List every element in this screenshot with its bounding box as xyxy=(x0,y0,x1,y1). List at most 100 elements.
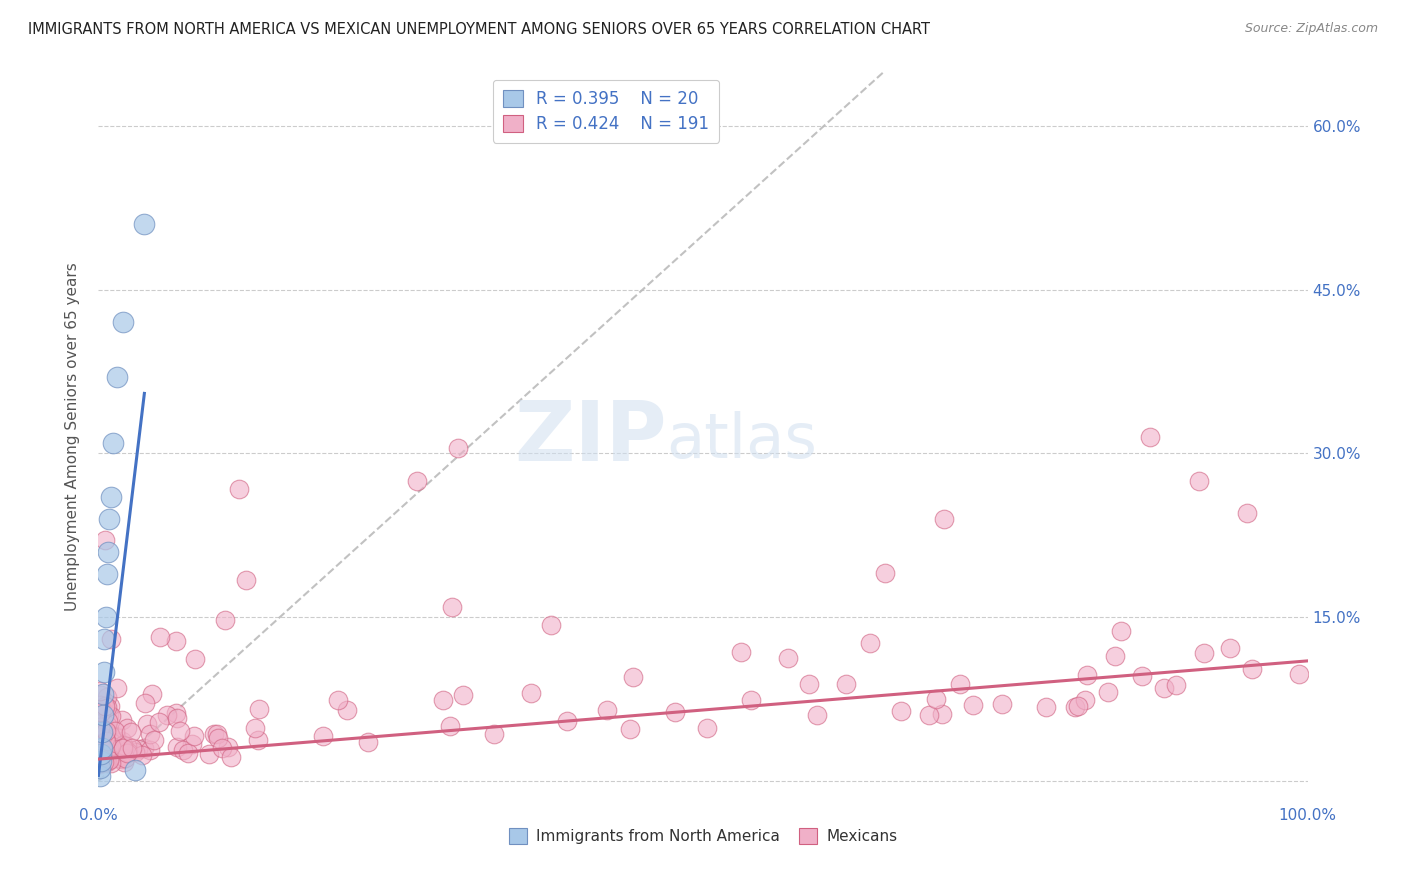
Point xyxy=(101,746,124,760)
Point xyxy=(96,745,118,759)
Point xyxy=(100,699,122,714)
Point xyxy=(100,739,122,754)
Point xyxy=(97,545,120,559)
Point xyxy=(94,533,117,547)
Point xyxy=(931,706,953,721)
Point xyxy=(89,742,111,756)
Point xyxy=(336,703,359,717)
Point xyxy=(228,482,250,496)
Point xyxy=(962,698,984,712)
Point xyxy=(311,729,333,743)
Point xyxy=(169,724,191,739)
Point xyxy=(406,474,429,488)
Point xyxy=(93,632,115,646)
Point xyxy=(90,738,112,752)
Point xyxy=(114,751,136,765)
Point xyxy=(1288,667,1310,681)
Point xyxy=(96,700,118,714)
Point xyxy=(120,725,142,739)
Point xyxy=(111,733,134,747)
Point xyxy=(134,696,156,710)
Point xyxy=(100,749,122,764)
Point xyxy=(112,740,135,755)
Point xyxy=(90,747,112,761)
Point xyxy=(97,714,120,728)
Point xyxy=(91,687,114,701)
Text: atlas: atlas xyxy=(666,410,818,471)
Point xyxy=(100,729,122,743)
Point xyxy=(104,751,127,765)
Point xyxy=(740,693,762,707)
Point xyxy=(89,753,111,767)
Point xyxy=(1139,430,1161,444)
Text: ZIP: ZIP xyxy=(515,397,666,477)
Point xyxy=(96,753,118,767)
Point xyxy=(217,739,239,754)
Point xyxy=(90,734,112,748)
Point xyxy=(96,753,118,767)
Point xyxy=(89,747,111,761)
Point xyxy=(94,710,117,724)
Point xyxy=(89,733,111,747)
Point xyxy=(806,708,828,723)
Point xyxy=(925,691,948,706)
Point xyxy=(89,750,111,764)
Point xyxy=(89,756,111,771)
Point xyxy=(96,690,118,705)
Point xyxy=(91,715,114,730)
Point xyxy=(96,755,118,769)
Point xyxy=(89,715,111,730)
Point xyxy=(184,652,207,666)
Point xyxy=(918,708,941,723)
Point xyxy=(94,721,117,735)
Point xyxy=(873,566,896,580)
Point xyxy=(165,634,187,648)
Point xyxy=(451,689,474,703)
Point xyxy=(166,711,188,725)
Point xyxy=(1192,646,1215,660)
Point xyxy=(89,756,111,770)
Point xyxy=(139,743,162,757)
Point xyxy=(177,746,200,760)
Point xyxy=(91,708,114,723)
Point xyxy=(484,727,506,741)
Point xyxy=(89,756,111,770)
Point xyxy=(89,713,111,727)
Text: IMMIGRANTS FROM NORTH AMERICA VS MEXICAN UNEMPLOYMENT AMONG SENIORS OVER 65 YEAR: IMMIGRANTS FROM NORTH AMERICA VS MEXICAN… xyxy=(28,22,931,37)
Point xyxy=(96,737,118,751)
Point xyxy=(730,645,752,659)
Point xyxy=(89,768,111,782)
Point xyxy=(89,724,111,739)
Point xyxy=(100,632,122,646)
Point xyxy=(595,703,617,717)
Point xyxy=(835,677,858,691)
Point xyxy=(1074,692,1097,706)
Point xyxy=(202,726,225,740)
Point xyxy=(555,714,578,728)
Point xyxy=(93,665,115,679)
Point xyxy=(1035,700,1057,714)
Point xyxy=(90,752,112,766)
Point xyxy=(89,702,111,716)
Point xyxy=(1067,698,1090,713)
Point xyxy=(110,751,132,765)
Point xyxy=(90,730,112,744)
Point xyxy=(89,757,111,772)
Text: Source: ZipAtlas.com: Source: ZipAtlas.com xyxy=(1244,22,1378,36)
Point xyxy=(89,725,111,739)
Point xyxy=(447,442,470,456)
Point xyxy=(100,490,122,504)
Point xyxy=(136,717,159,731)
Point xyxy=(101,435,124,450)
Point xyxy=(94,732,117,747)
Point xyxy=(111,713,134,727)
Point xyxy=(778,651,800,665)
Point xyxy=(696,721,718,735)
Point xyxy=(90,705,112,719)
Point xyxy=(103,739,125,754)
Point xyxy=(91,722,114,736)
Point xyxy=(172,743,194,757)
Point xyxy=(183,729,205,743)
Point xyxy=(439,719,461,733)
Point xyxy=(207,731,229,746)
